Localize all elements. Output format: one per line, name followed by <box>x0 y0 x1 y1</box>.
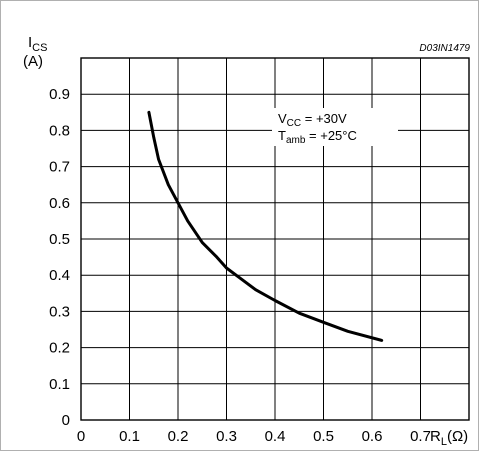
y-axis-label-main: I <box>28 34 32 51</box>
annotation-tamb-value: = +25°C <box>305 128 356 143</box>
y-tick-label: 0.5 <box>49 231 70 248</box>
x-axis-label-main: R <box>430 428 441 445</box>
annotation-tamb-prefix: T <box>278 128 286 143</box>
plot-frame <box>80 57 470 421</box>
x-tick-label: 0.6 <box>362 428 383 445</box>
y-tick-label: 0.9 <box>49 86 70 103</box>
y-tick-label: 0.4 <box>49 267 70 284</box>
y-axis-label-sub: CS <box>32 42 47 54</box>
figure-code: D03IN1479 <box>419 43 470 54</box>
x-tick-label: 0 <box>77 428 85 445</box>
y-tick-labels: 0 0.1 0.2 0.3 0.4 0.5 0.6 0.7 0.8 0.9 <box>49 86 70 429</box>
annotation-box <box>272 108 398 146</box>
x-tick-label: 0.7 <box>410 428 431 445</box>
annotation-tamb: Tamb = +25°C <box>278 128 357 146</box>
x-tick-label: 0.3 <box>216 428 237 445</box>
annotation-vcc-prefix: V <box>278 111 287 126</box>
y-tick-label: 0.2 <box>49 340 70 357</box>
annotation-vcc-sub: CC <box>287 118 301 129</box>
x-tick-label: 0.1 <box>119 428 140 445</box>
y-tick-label: 0.7 <box>49 159 70 176</box>
y-tick-label: 0.6 <box>49 195 70 212</box>
series-layer <box>147 110 384 342</box>
x-axis-label-sub: L <box>441 436 447 448</box>
y-axis-label: ICS <box>28 34 47 54</box>
y-tick-label: 0 <box>62 412 70 429</box>
x-axis-label: RL(Ω) <box>430 428 468 448</box>
x-tick-label: 0.2 <box>168 428 189 445</box>
x-tick-label: 0.5 <box>313 428 334 445</box>
annotation-vcc: VCC = +30V <box>278 111 347 129</box>
y-tick-label: 0.8 <box>49 122 70 139</box>
y-tick-label: 0.3 <box>49 303 70 320</box>
x-tick-labels: 0 0.1 0.2 0.3 0.4 0.5 0.6 0.7 <box>77 428 431 445</box>
annotation-tamb-sub: amb <box>286 135 306 146</box>
annotation-vcc-value: = +30V <box>301 111 347 126</box>
series-line <box>147 110 384 342</box>
y-tick-label: 0.1 <box>49 376 70 393</box>
y-axis-unit: (A) <box>23 53 43 70</box>
x-axis-label-unit: (Ω) <box>447 428 468 445</box>
x-tick-label: 0.4 <box>265 428 286 445</box>
